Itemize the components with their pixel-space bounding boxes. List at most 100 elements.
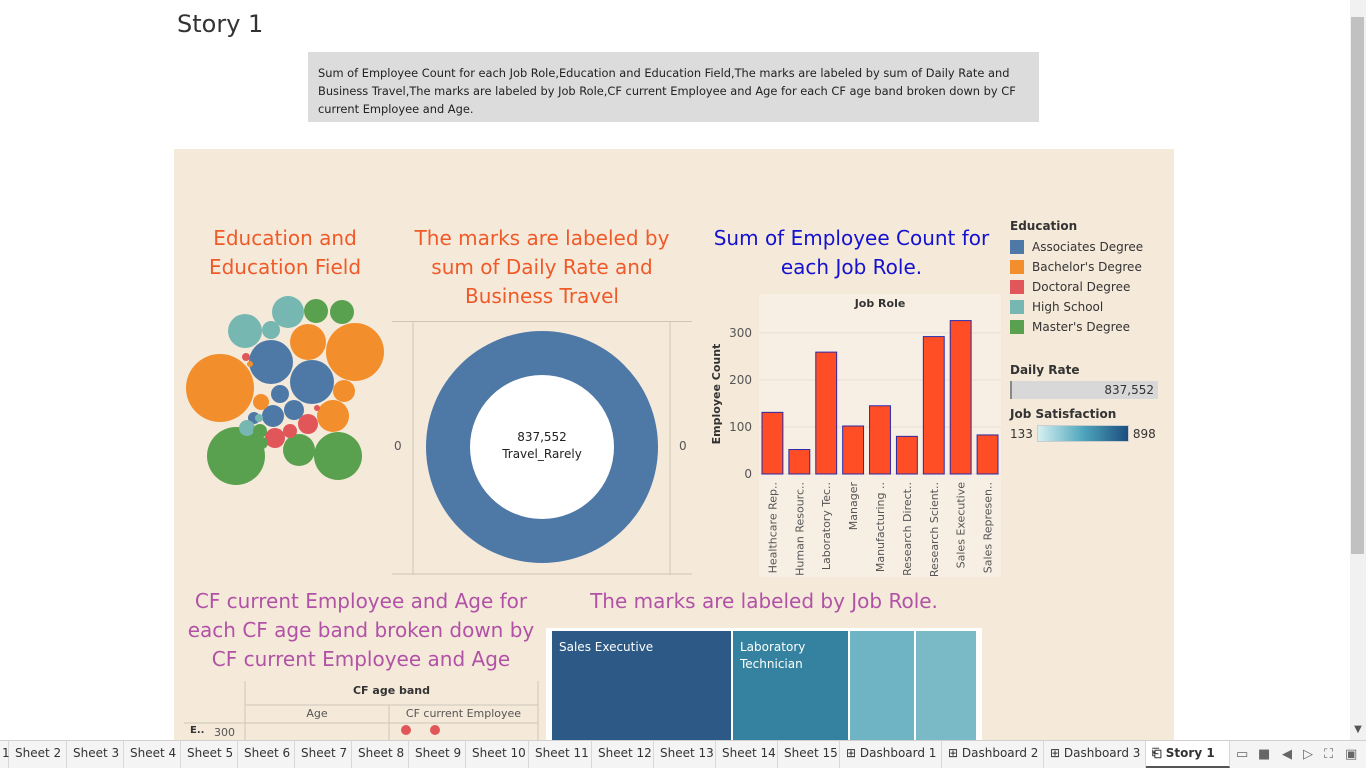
job-satisfaction-min: 133 — [1010, 426, 1033, 441]
sheet-tab[interactable]: Sheet 2 — [9, 741, 67, 768]
bubble — [326, 323, 384, 381]
treemap-cell-laboratory-technician[interactable]: Laboratory Technician — [733, 631, 848, 740]
scatter-point — [401, 725, 411, 735]
sheet-tab[interactable]: Sheet 13 — [654, 741, 716, 768]
bubble — [253, 424, 267, 438]
legend-swatch — [1010, 240, 1024, 254]
bubble — [262, 321, 280, 339]
scatter-col-current-employee: CF current Employee — [405, 707, 522, 720]
sheet-tab-label: Story 1 — [1165, 746, 1215, 760]
legend-label: High School — [1032, 300, 1104, 314]
job-satisfaction-gradient — [1036, 425, 1129, 442]
prev-sheet-icon[interactable]: ◀ — [1282, 747, 1292, 762]
sheet-tab-label: Sheet 3 — [73, 746, 120, 760]
scrollbar-thumb[interactable] — [1351, 17, 1364, 554]
bar — [761, 411, 784, 475]
bubble — [256, 437, 268, 449]
sheet-tab[interactable]: ⊞ Dashboard 1 — [840, 741, 942, 768]
sheet-tab-label: Sheet 4 — [130, 746, 177, 760]
bubble-chart[interactable] — [174, 289, 394, 489]
scatter-point — [430, 725, 440, 735]
sheet-tab[interactable]: ⎗ Story 1 — [1146, 741, 1230, 768]
legend-swatch — [1010, 260, 1024, 274]
sheet-tab-label: Sheet 13 — [660, 746, 714, 760]
sheet-tab[interactable]: Sheet 10 — [466, 741, 529, 768]
story-caption[interactable]: Sum of Employee Count for each Job Role,… — [308, 52, 1039, 122]
legend-item[interactable]: Bachelor's Degree — [1010, 257, 1170, 277]
y-tick-label: 100 — [729, 420, 752, 434]
bubble — [333, 380, 355, 402]
bubble — [242, 353, 250, 361]
legend-swatch — [1010, 320, 1024, 334]
sheet-tab[interactable]: 1 — [0, 741, 10, 768]
bar-chart-svg: 0 100 200 300 Job Role Employee Count Healthca… — [710, 294, 1001, 577]
sheet-tab[interactable]: Sheet 6 — [238, 741, 295, 768]
scatter-chart-title: CF current Employee and Age for each CF … — [187, 589, 535, 671]
filmstrip-icon[interactable]: ■ — [1258, 747, 1271, 762]
bar — [869, 405, 891, 475]
grid-view-icon[interactable]: ▭ — [1236, 747, 1249, 762]
treemap-cell-sales-executive[interactable]: Sales Executive — [552, 631, 731, 740]
treemap-title: The marks are labeled by Job Role. — [590, 589, 938, 613]
legend-label: Doctoral Degree — [1032, 280, 1131, 294]
scatter-col-age: Age — [306, 707, 328, 720]
sheet-tab[interactable]: Sheet 14 — [716, 741, 778, 768]
scatter-chart[interactable]: CF age band Age CF current Employee 300 … — [184, 681, 544, 740]
daily-rate-title: Daily Rate — [1010, 363, 1080, 377]
sheet-tab-label: Sheet 8 — [358, 746, 405, 760]
legend-item[interactable]: Associates Degree — [1010, 237, 1170, 257]
bubble — [284, 400, 304, 420]
presentation-icon[interactable]: ▣ — [1345, 747, 1358, 762]
bubble — [271, 385, 289, 403]
sheet-tab-label: Dashboard 2 — [961, 746, 1039, 760]
sheet-tab[interactable]: Sheet 15 — [778, 741, 840, 768]
donut-chart[interactable]: 0 0 837,552 Travel_Rarely — [392, 321, 692, 575]
sheet-tab-label: Sheet 14 — [722, 746, 776, 760]
bubble — [290, 360, 334, 404]
sheet-tab[interactable]: Sheet 12 — [592, 741, 654, 768]
sheet-tab[interactable]: Sheet 8 — [352, 741, 409, 768]
sheet-tab-label: Sheet 12 — [598, 746, 652, 760]
job-satisfaction-title: Job Satisfaction — [1010, 407, 1117, 421]
story-icon: ⎗ — [1152, 746, 1166, 760]
bubble — [283, 434, 315, 466]
bar-chart[interactable]: 0 100 200 300 Job Role Employee Count Healthca… — [704, 294, 1004, 577]
legend-panel: Education Associates Degree Bachelor's De… — [1010, 219, 1170, 442]
sheet-tab-label: Sheet 5 — [187, 746, 234, 760]
dashboard-icon: ⊞ — [948, 746, 962, 760]
legend-item[interactable]: High School — [1010, 297, 1170, 317]
sheet-tab-label: Dashboard 1 — [859, 746, 937, 760]
sheet-tab[interactable]: ⊞ Dashboard 3 — [1044, 741, 1146, 768]
bubble — [330, 300, 354, 324]
treemap-cell[interactable] — [850, 631, 914, 740]
scroll-down-icon[interactable]: ▼ — [1354, 724, 1362, 735]
sheet-tab[interactable]: Sheet 9 — [409, 741, 466, 768]
bar — [815, 351, 838, 475]
bubble — [290, 324, 326, 360]
education-legend[interactable]: Associates Degree Bachelor's Degree Doctor… — [1010, 237, 1170, 337]
legend-item[interactable]: Doctoral Degree — [1010, 277, 1170, 297]
dashboard-icon: ⊞ — [846, 746, 860, 760]
bubble — [228, 314, 262, 348]
sheet-tab[interactable]: Sheet 7 — [295, 741, 352, 768]
legend-item[interactable]: Master's Degree — [1010, 317, 1170, 337]
sheet-tab-label: Sheet 11 — [535, 746, 589, 760]
treemap-cell[interactable] — [916, 631, 976, 740]
sheet-tab[interactable]: ⊞ Dashboard 2 — [942, 741, 1044, 768]
sheet-tab[interactable]: Sheet 3 — [67, 741, 124, 768]
x-tick-label: Sales Executive — [955, 482, 968, 569]
y-axis-label: Employee Count — [710, 344, 723, 445]
x-tick-label: Healthcare Rep.. — [766, 482, 779, 573]
treemap-chart[interactable]: Sales Executive Laboratory Technician — [546, 628, 982, 740]
sheet-tab[interactable]: Sheet 11 — [529, 741, 592, 768]
sheet-tab[interactable]: Sheet 4 — [124, 741, 181, 768]
sheet-tab-label: Sheet 2 — [15, 746, 62, 760]
sheet-tab-label: Sheet 7 — [301, 746, 348, 760]
bubble — [262, 405, 284, 427]
sheet-tab[interactable]: Sheet 5 — [181, 741, 238, 768]
bar — [922, 336, 945, 475]
next-sheet-icon[interactable]: ▷ — [1303, 747, 1313, 762]
fullscreen-icon[interactable]: ⛶ — [1324, 747, 1334, 762]
legend-swatch — [1010, 280, 1024, 294]
legend-label: Associates Degree — [1032, 240, 1144, 254]
